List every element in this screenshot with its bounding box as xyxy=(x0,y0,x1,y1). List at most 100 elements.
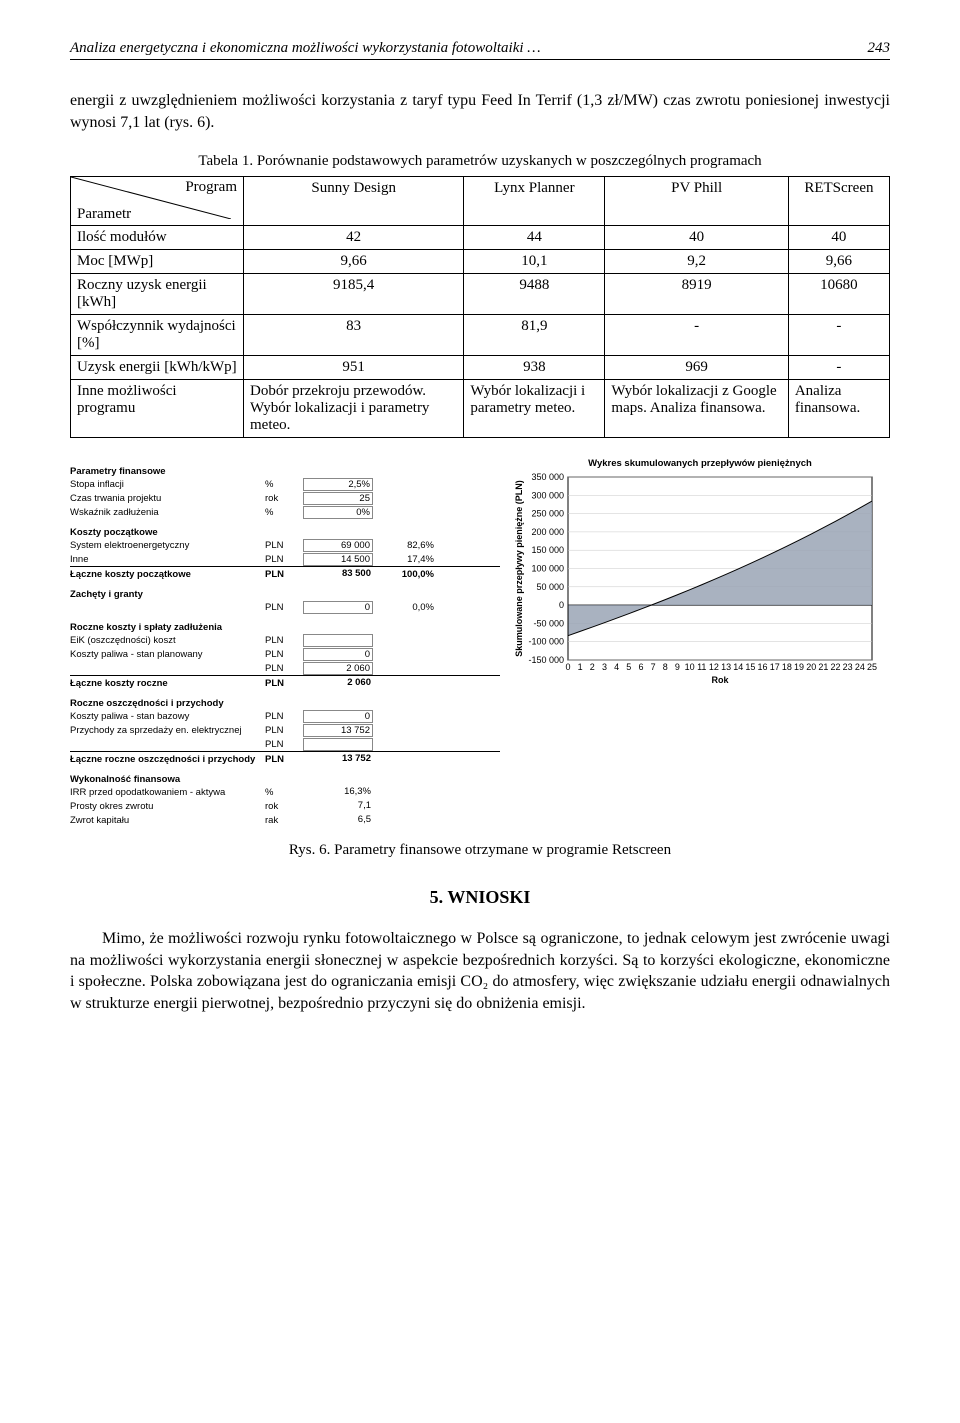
row-label: Inne możliwości programu xyxy=(71,380,244,438)
ret-total-row: Łączne koszty rocznePLN2 060 xyxy=(70,675,500,690)
ret-label: Czas trwania projektu xyxy=(70,493,265,504)
ret-label: Łączne roczne oszczędności i przychody xyxy=(70,754,265,765)
ret-value: 2 060 xyxy=(303,677,373,690)
table-row: Moc [MWp]9,6610,19,29,66 xyxy=(71,250,890,274)
svg-text:250 000: 250 000 xyxy=(531,509,564,519)
table-row: Ilość modułów42444040 xyxy=(71,226,890,250)
ret-value: 0 xyxy=(303,710,373,723)
ret-label: Koszty paliwa - stan planowany xyxy=(70,649,265,660)
ret-unit: PLN xyxy=(265,540,303,551)
table-cell: - xyxy=(788,356,889,380)
svg-text:150 000: 150 000 xyxy=(531,545,564,555)
table-cell: - xyxy=(788,315,889,356)
ret-unit: PLN xyxy=(265,711,303,722)
ret-unit: PLN xyxy=(265,739,303,750)
ret-row: Przychody za sprzedaży en. elektrycznejP… xyxy=(70,723,500,737)
ret-unit: % xyxy=(265,787,303,798)
ret-row: Prosty okres zwroturok7,1 xyxy=(70,799,500,813)
svg-text:25: 25 xyxy=(867,662,877,672)
cashflow-chart: -150 000-100 000-50 000050 000100 000150… xyxy=(510,471,880,686)
ret-row: Koszty paliwa - stan bazowyPLN0 xyxy=(70,709,500,723)
table-cell: 10,1 xyxy=(464,250,605,274)
table-cell: - xyxy=(605,315,788,356)
ret-unit: PLN xyxy=(265,678,303,689)
ret-label: EiK (oszczędności) koszt xyxy=(70,635,265,646)
ret-label: Stopa inflacji xyxy=(70,479,265,490)
row-label: Współczynnik wydajności [%] xyxy=(71,315,244,356)
col-header: RETScreen xyxy=(788,177,889,226)
retscreen-chart-block: Wykres skumulowanych przepływów pieniężn… xyxy=(510,458,890,689)
ret-unit: PLN xyxy=(265,569,303,580)
ret-label: Zwrot kapitału xyxy=(70,815,265,826)
svg-text:200 000: 200 000 xyxy=(531,527,564,537)
svg-text:11: 11 xyxy=(697,662,706,672)
ret-unit: PLN xyxy=(265,649,303,660)
svg-text:-150 000: -150 000 xyxy=(528,655,564,665)
ret-value: 2,5% xyxy=(303,478,373,491)
ret-label: Koszty paliwa - stan bazowy xyxy=(70,711,265,722)
ret-label: Prosty okres zwrotu xyxy=(70,801,265,812)
ret-value: 2 060 xyxy=(303,662,373,675)
table-cell: 83 xyxy=(244,315,464,356)
svg-text:1: 1 xyxy=(578,662,583,672)
ret-row: Koszty paliwa - stan planowanyPLN0 xyxy=(70,647,500,661)
table-cell: Analiza finansowa. xyxy=(788,380,889,438)
table-cell: 81,9 xyxy=(464,315,605,356)
ret-row: System elektroenergetycznyPLN69 00082,6% xyxy=(70,538,500,552)
svg-text:0: 0 xyxy=(565,662,570,672)
ret-group-title: Koszty początkowe xyxy=(70,527,500,538)
svg-text:24: 24 xyxy=(855,662,865,672)
ret-pct: 82,6% xyxy=(373,540,434,551)
ret-pct: 17,4% xyxy=(373,554,434,565)
table-cell: 9488 xyxy=(464,274,605,315)
conclusions-paragraph: Mimo, że możliwości rozwoju rynku fotowo… xyxy=(70,928,890,1014)
ret-group-title: Roczne koszty i spłaty zadłużenia xyxy=(70,622,500,633)
ret-unit: PLN xyxy=(265,554,303,565)
ret-unit: PLN xyxy=(265,602,303,613)
ret-row: PLN xyxy=(70,737,500,751)
svg-text:Rok: Rok xyxy=(711,675,729,685)
table-corner-cell: Program Parametr xyxy=(71,177,244,226)
ret-unit: PLN xyxy=(265,754,303,765)
ret-unit: PLN xyxy=(265,725,303,736)
ret-row: InnePLN14 50017,4% xyxy=(70,552,500,566)
svg-text:5: 5 xyxy=(626,662,631,672)
corner-bottom: Parametr xyxy=(77,206,131,223)
table-cell: 40 xyxy=(605,226,788,250)
ret-unit: rak xyxy=(265,815,303,826)
ret-value: 69 000 xyxy=(303,539,373,552)
ret-row: Czas trwania projekturok25 xyxy=(70,491,500,505)
ret-label: Łączne koszty początkowe xyxy=(70,569,265,580)
svg-text:21: 21 xyxy=(818,662,828,672)
ret-unit: PLN xyxy=(265,635,303,646)
svg-text:16: 16 xyxy=(758,662,768,672)
retscreen-financial-table: Parametry finansoweStopa inflacji%2,5%Cz… xyxy=(70,458,500,827)
table-cell: Dobór przekroju przewodów. Wybór lokaliz… xyxy=(244,380,464,438)
row-label: Ilość modułów xyxy=(71,226,244,250)
ret-value: 16,3% xyxy=(303,786,373,799)
ret-value: 13 752 xyxy=(303,753,373,766)
ret-row: Stopa inflacji%2,5% xyxy=(70,477,500,491)
page-number: 243 xyxy=(868,40,891,57)
ret-unit: rok xyxy=(265,493,303,504)
ret-row: IRR przed opodatkowaniem - aktywa%16,3% xyxy=(70,785,500,799)
table-cell: Wybór lokalizacji z Google maps. Analiza… xyxy=(605,380,788,438)
figure-caption: Rys. 6. Parametry finansowe otrzymane w … xyxy=(70,842,890,859)
table-row: Uzysk energii [kWh/kWp]951938969- xyxy=(71,356,890,380)
svg-text:-100 000: -100 000 xyxy=(528,637,564,647)
ret-unit: % xyxy=(265,507,303,518)
svg-text:12: 12 xyxy=(709,662,719,672)
table-row: Roczny uzysk energii [kWh]9185,494888919… xyxy=(71,274,890,315)
page-header: Analiza energetyczna i ekonomiczna możli… xyxy=(70,40,890,60)
table-cell: 969 xyxy=(605,356,788,380)
svg-text:10: 10 xyxy=(685,662,695,672)
svg-text:17: 17 xyxy=(770,662,780,672)
ret-unit: PLN xyxy=(265,663,303,674)
ret-pct: 0,0% xyxy=(373,602,434,613)
ret-label: Przychody za sprzedaży en. elektrycznej xyxy=(70,725,265,736)
intro-paragraph: energii z uwzględnieniem możliwości korz… xyxy=(70,90,890,133)
ret-label: System elektroenergetyczny xyxy=(70,540,265,551)
ret-total-row: Łączne roczne oszczędności i przychodyPL… xyxy=(70,751,500,766)
retscreen-panel: Parametry finansoweStopa inflacji%2,5%Cz… xyxy=(70,458,890,827)
ret-value: 7,1 xyxy=(303,800,373,813)
